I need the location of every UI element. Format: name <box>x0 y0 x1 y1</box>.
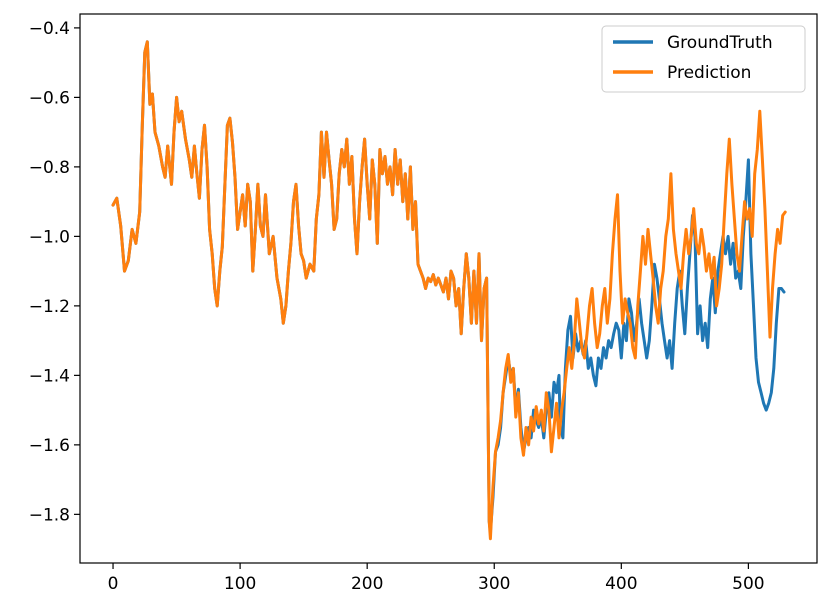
y-tick-label: −1.6 <box>29 436 70 456</box>
y-tick-label: −0.6 <box>29 88 70 108</box>
y-axis: −0.4 −0.6 −0.8 −1.0 −1.2 −1.4 −1.6 −1.8 <box>29 19 80 525</box>
y-tick-label: −1.2 <box>29 297 70 317</box>
y-tick-label: −1.0 <box>29 227 70 247</box>
series-line-prediction <box>111 40 787 541</box>
legend-label-prediction: Prediction <box>667 63 751 83</box>
legend-label-groundtruth: GroundTruth <box>667 33 773 53</box>
x-tick-label: 500 <box>732 574 764 594</box>
y-tick-label: −1.4 <box>29 366 70 386</box>
x-tick-label: 200 <box>351 574 383 594</box>
x-tick-label: 100 <box>224 574 256 594</box>
x-tick-label: 400 <box>605 574 637 594</box>
series-layer <box>111 40 787 541</box>
x-axis: 0 100 200 300 400 500 <box>108 563 765 594</box>
plot-frame <box>79 13 818 564</box>
y-tick-label: −1.8 <box>29 505 70 525</box>
y-tick-label: −0.8 <box>29 158 70 178</box>
legend: GroundTruth Prediction <box>601 25 806 93</box>
y-tick-label: −0.4 <box>29 19 70 39</box>
x-tick-label: 300 <box>478 574 510 594</box>
x-tick-label: 0 <box>108 574 119 594</box>
